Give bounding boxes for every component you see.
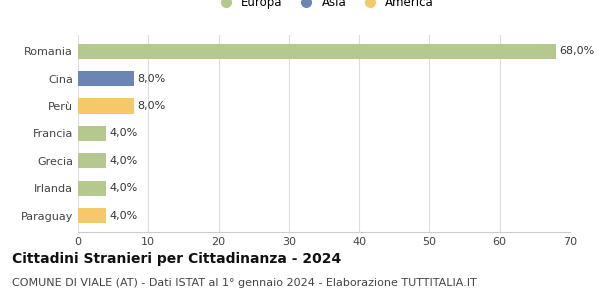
Text: Cittadini Stranieri per Cittadinanza - 2024: Cittadini Stranieri per Cittadinanza - 2… — [12, 252, 341, 266]
Text: 4,0%: 4,0% — [110, 183, 138, 193]
Bar — [78, 153, 106, 168]
Bar — [78, 44, 556, 59]
Text: 4,0%: 4,0% — [110, 156, 138, 166]
Text: 68,0%: 68,0% — [559, 46, 595, 56]
Bar — [78, 71, 134, 86]
Text: COMUNE DI VIALE (AT) - Dati ISTAT al 1° gennaio 2024 - Elaborazione TUTTITALIA.I: COMUNE DI VIALE (AT) - Dati ISTAT al 1° … — [12, 278, 477, 288]
Legend: Europa, Asia, America: Europa, Asia, America — [209, 0, 439, 14]
Text: 8,0%: 8,0% — [138, 74, 166, 84]
Text: 4,0%: 4,0% — [110, 211, 138, 221]
Bar — [78, 208, 106, 223]
Bar — [78, 126, 106, 141]
Text: 4,0%: 4,0% — [110, 128, 138, 138]
Bar — [78, 181, 106, 196]
Bar — [78, 99, 134, 114]
Text: 8,0%: 8,0% — [138, 101, 166, 111]
